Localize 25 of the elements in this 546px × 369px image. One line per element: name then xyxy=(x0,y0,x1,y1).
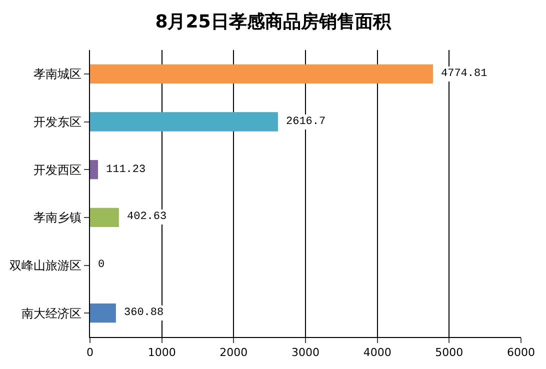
bar xyxy=(90,160,98,180)
x-tick-label: 6000 xyxy=(507,346,535,360)
bar xyxy=(90,304,116,323)
y-tick-label: 南大经济区 xyxy=(22,306,82,320)
y-tick-label: 孝南城区 xyxy=(34,67,82,82)
y-tick-label: 双峰山旅游区 xyxy=(10,258,82,272)
bar xyxy=(90,64,433,84)
data-label: 2616.7 xyxy=(286,116,326,128)
data-label: 360.88 xyxy=(124,307,164,319)
data-label: 4774.81 xyxy=(441,68,488,80)
bar xyxy=(90,112,278,132)
y-tick-label: 开发西区 xyxy=(34,162,82,177)
x-tick-label: 1000 xyxy=(148,346,176,360)
x-tick-label: 0 xyxy=(86,346,94,360)
data-label: 0 xyxy=(98,259,105,271)
y-tick-label: 开发东区 xyxy=(34,114,82,129)
x-tick-label: 2000 xyxy=(220,346,248,360)
y-tick-label: 孝南乡镇 xyxy=(34,210,82,225)
data-label: 402.63 xyxy=(127,211,167,223)
x-tick-label: 4000 xyxy=(363,346,392,360)
x-tick-label: 5000 xyxy=(435,346,464,360)
bar xyxy=(90,208,119,227)
data-label: 111.23 xyxy=(106,164,146,176)
x-tick-label: 3000 xyxy=(292,346,320,360)
chart-title: 8月25日孝感商品房销售面积 xyxy=(155,11,392,32)
